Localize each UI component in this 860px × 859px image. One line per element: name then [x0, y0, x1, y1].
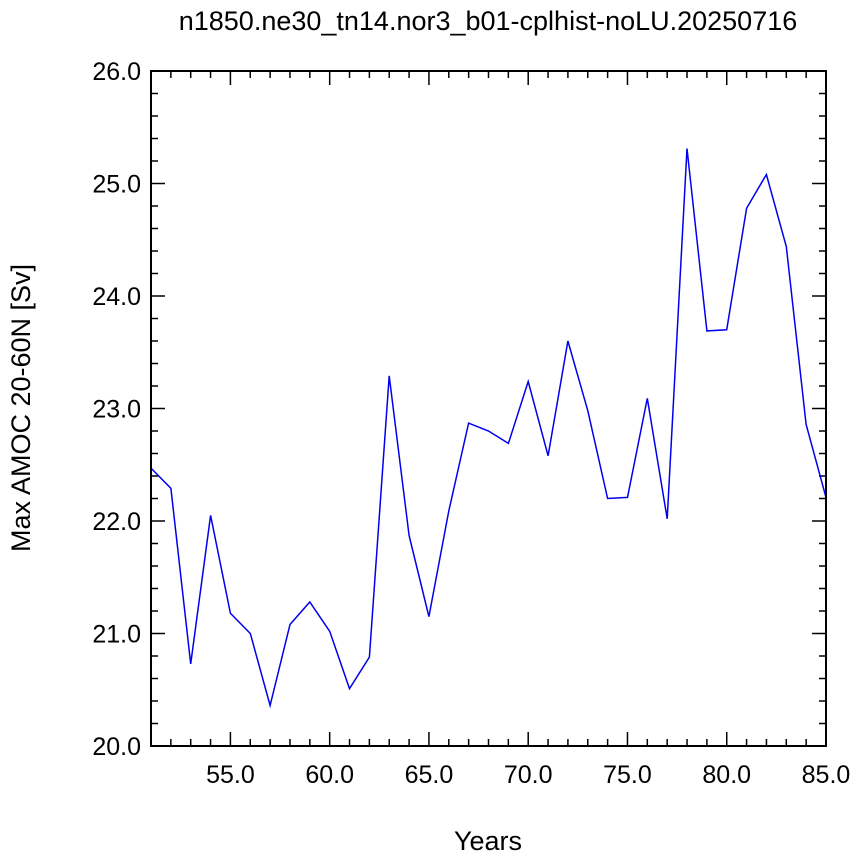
- x-tick-label: 80.0: [702, 761, 751, 789]
- chart-title: n1850.ne30_tn14.nor3_b01-cplhist-noLU.20…: [179, 6, 798, 36]
- x-tick-label: 55.0: [206, 761, 255, 789]
- y-tick-label: 26.0: [92, 58, 141, 86]
- series-line: [150, 148, 827, 709]
- plot-frame: [150, 70, 827, 747]
- y-tick-label: 22.0: [92, 508, 141, 536]
- y-tick-label: 25.0: [92, 171, 141, 199]
- x-tick-label: 70.0: [504, 761, 553, 789]
- x-tick-label: 85.0: [802, 761, 851, 789]
- y-axis-label: Max AMOC 20-60N [Sv]: [6, 264, 36, 552]
- y-tick-label: 21.0: [92, 621, 141, 649]
- tick-labels: 55.0 60.0 65.0 70.0 75.0 80.0 85.0 20.0 21.0 22.0…: [92, 58, 850, 789]
- y-tick-label: 23.0: [92, 396, 141, 424]
- axis-ticks: [150, 70, 827, 747]
- data-series: [150, 148, 827, 709]
- y-tick-label: 24.0: [92, 283, 141, 311]
- y-tick-label: 20.0: [92, 733, 141, 761]
- x-tick-label: 60.0: [305, 761, 354, 789]
- x-axis-label: Years: [454, 826, 522, 856]
- x-tick-label: 65.0: [405, 761, 454, 789]
- x-tick-label: 75.0: [603, 761, 652, 789]
